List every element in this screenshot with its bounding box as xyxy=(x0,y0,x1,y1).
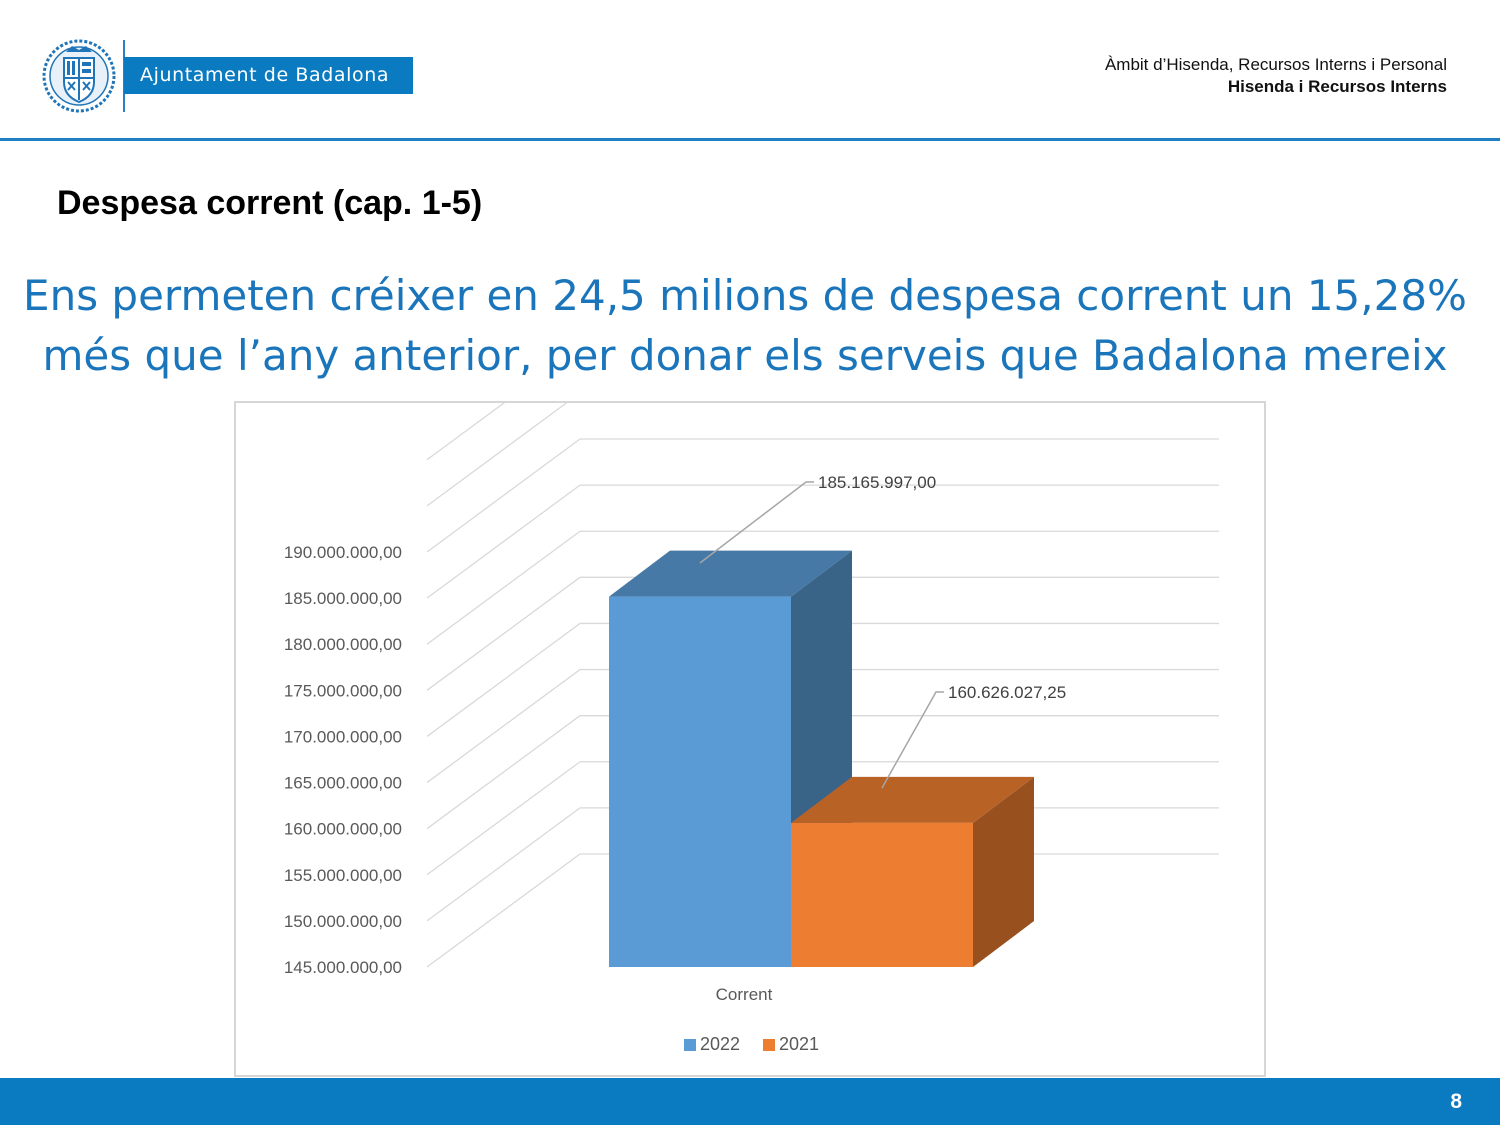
y-tick-label: 160.000.000,00 xyxy=(284,820,402,839)
gridline-depth xyxy=(426,403,505,461)
gridline-depth xyxy=(426,403,568,507)
header-divider xyxy=(0,138,1500,141)
legend-swatch-2022 xyxy=(684,1039,696,1051)
bar-top-2022 xyxy=(609,550,852,597)
gridline-depth xyxy=(426,438,581,553)
x-category-label: Corrent xyxy=(716,985,773,1004)
gridline-depth xyxy=(426,530,581,645)
y-tick-label: 190.000.000,00 xyxy=(284,543,402,562)
data-label-leader xyxy=(699,481,814,564)
y-tick-label: 175.000.000,00 xyxy=(284,681,402,700)
gridline-depth xyxy=(426,853,581,968)
gridline-depth xyxy=(426,622,581,737)
gridline-depth xyxy=(426,669,581,784)
gridline-depth xyxy=(426,715,581,830)
headline-line-2: més que l’any anterior, per donar els se… xyxy=(42,331,1448,380)
y-tick-label: 155.000.000,00 xyxy=(284,866,402,885)
section-title: Despesa corrent (cap. 1-5) xyxy=(57,184,483,222)
y-tick-label: 185.000.000,00 xyxy=(284,589,402,608)
gridline-depth xyxy=(426,484,581,599)
data-label-leader xyxy=(881,691,944,789)
page-number: 8 xyxy=(1450,1090,1462,1113)
gridline-depth xyxy=(426,761,581,876)
y-tick-label: 150.000.000,00 xyxy=(284,912,402,931)
data-label: 160.626.027,25 xyxy=(948,683,1066,702)
y-tick-label: 170.000.000,00 xyxy=(284,727,402,746)
footer-bar xyxy=(0,1078,1500,1125)
legend-label: 2021 xyxy=(779,1034,819,1054)
legend-swatch-2021 xyxy=(763,1039,775,1051)
department-name: Àmbit d’Hisenda, Recursos Interns i Pers… xyxy=(1104,55,1447,74)
bar-top-2021 xyxy=(791,776,1034,823)
data-label: 185.165.997,00 xyxy=(818,473,936,492)
badalona-emblem-icon xyxy=(42,39,116,113)
headline: Ens permeten créixer en 24,5 milions de … xyxy=(0,266,1490,386)
bar-chart: 145.000.000,00 150.000.000,00 155.000.000,… xyxy=(284,403,1219,1054)
subdepartment-name: Hisenda i Recursos Interns xyxy=(1227,77,1447,96)
gridline-depth xyxy=(426,807,581,922)
y-tick-label: 145.000.000,00 xyxy=(284,958,402,977)
y-tick-label: 180.000.000,00 xyxy=(284,635,402,654)
bar-side-2021 xyxy=(973,776,1034,967)
header-department-block: Àmbit d’Hisenda, Recursos Interns i Pers… xyxy=(1105,54,1447,98)
bar-2021 xyxy=(791,822,973,967)
logo-text: Ajuntament de Badalona xyxy=(124,57,413,94)
headline-line-1: Ens permeten créixer en 24,5 milions de … xyxy=(23,271,1467,320)
y-tick-label: 165.000.000,00 xyxy=(284,774,402,793)
chart-frame: 145.000.000,00 150.000.000,00 155.000.000,… xyxy=(234,401,1266,1077)
bar-2022 xyxy=(609,596,791,967)
legend-label: 2022 xyxy=(700,1034,740,1054)
gridline-depth xyxy=(426,576,581,691)
